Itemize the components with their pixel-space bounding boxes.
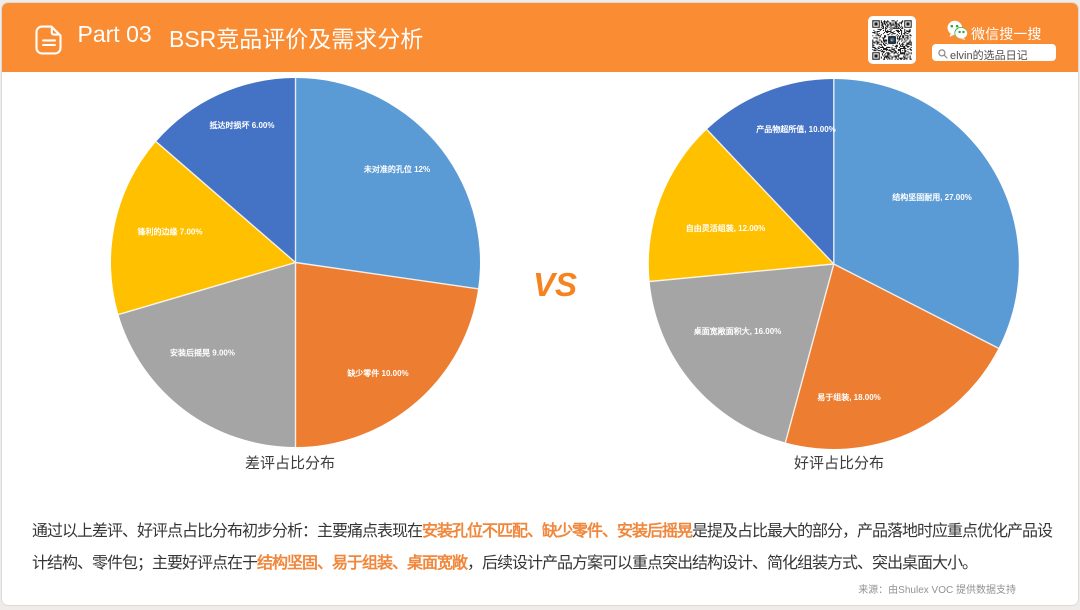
svg-text:易于组装, 18.00%: 易于组装, 18.00% [817, 392, 881, 402]
svg-text:锋利的边缘 7.00%: 锋利的边缘 7.00% [138, 226, 203, 236]
svg-text:抵达时损坏 6.00%: 抵达时损坏 6.00% [210, 120, 275, 130]
svg-text:缺少零件 10.00%: 缺少零件 10.00% [346, 368, 408, 378]
svg-text:自由灵活组装, 12.00%: 自由灵活组装, 12.00% [686, 223, 766, 233]
svg-text:桌面宽敞面积大, 16.00%: 桌面宽敞面积大, 16.00% [693, 326, 782, 336]
svg-text:安装后摇晃 9.00%: 安装后摇晃 9.00% [170, 347, 235, 357]
svg-text:产品物超所值, 10.00%: 产品物超所值, 10.00% [756, 124, 836, 134]
svg-text:结构坚固耐用, 27.00%: 结构坚固耐用, 27.00% [892, 192, 972, 202]
svg-text:未对准的孔位 12%: 未对准的孔位 12% [363, 164, 430, 174]
